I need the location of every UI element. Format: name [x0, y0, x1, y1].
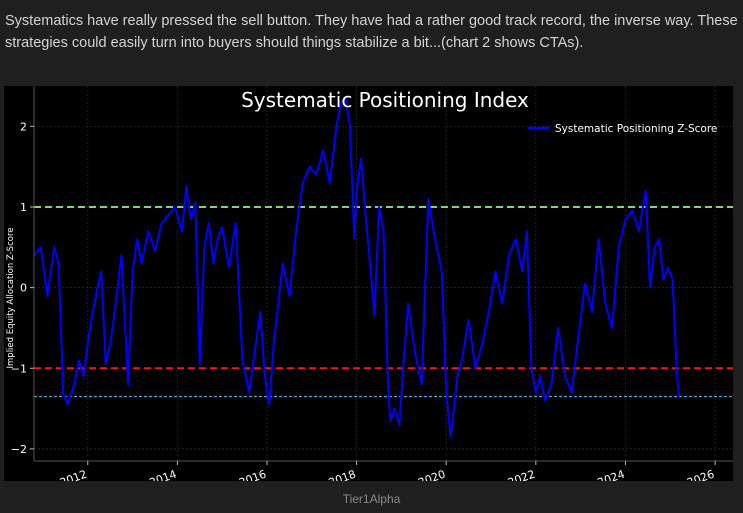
- post-text: Systematics have really pressed the sell…: [5, 13, 738, 51]
- y-tick-label: 0: [20, 282, 27, 295]
- y-tick-label: −1: [11, 362, 27, 375]
- legend: Systematic Positioning Z-Score: [528, 123, 717, 135]
- y-tick-label: 1: [20, 201, 27, 214]
- grid: [34, 86, 733, 461]
- chart-background: [4, 86, 733, 481]
- y-tick-label: 2: [20, 120, 27, 133]
- chart-title: Systematic Positioning Index: [241, 88, 529, 112]
- reference-lines: [34, 205, 733, 398]
- chart-panel: −2 −1 0 1 2 2012 2014 2016 2018 2020 2022 2024 2026 …: [4, 86, 733, 481]
- series-line-0: [33, 97, 681, 438]
- y-tick-label: −2: [11, 443, 27, 456]
- y-axis-label: Implied Equity Allocation Z-Score: [6, 228, 16, 369]
- source-label: Tier1Alpha: [342, 492, 401, 506]
- series-layer: [33, 97, 681, 438]
- legend-label: Systematic Positioning Z-Score: [555, 123, 717, 135]
